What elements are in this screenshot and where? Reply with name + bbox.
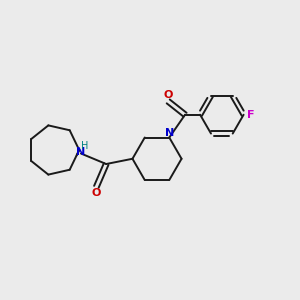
Text: N: N	[76, 147, 86, 157]
Text: O: O	[164, 91, 173, 100]
Text: F: F	[247, 110, 254, 120]
Text: O: O	[92, 188, 101, 198]
Text: N: N	[165, 128, 174, 138]
Text: H: H	[82, 141, 89, 151]
